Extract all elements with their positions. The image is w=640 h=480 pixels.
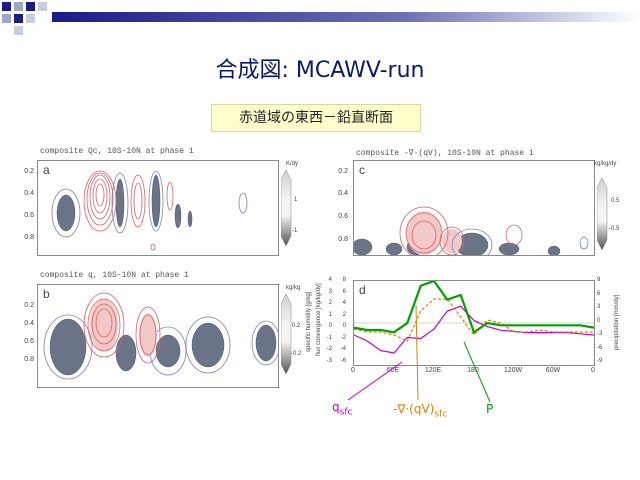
panel-c-ytick: 0.4 [338,190,348,197]
slide-title: 合成図: MCAWV-run [215,58,425,83]
y-tick-label: 3 [597,304,601,310]
header-bar [52,12,640,22]
panel-c-plot: c [353,160,595,256]
panel-c-colorbar [597,178,611,250]
y-tick-label: 4 [328,277,332,283]
panel-a-ytick: 0.4 [24,190,34,197]
annotation-pointers [347,304,491,403]
y-tick-label: -9 [597,358,603,364]
header-decoration [0,0,640,40]
x-tick-label: 60E [386,367,400,374]
y-tick-label: -6 [597,344,603,351]
annotation-q-sfc-base: q [332,400,340,414]
y-tick-label: 2 [342,311,346,318]
y-tick-label: -2 [326,346,332,352]
panel-b-ytick: 0.6 [24,338,34,345]
panel-d-line-chart [354,281,594,354]
y-tick-label: 1 [328,311,332,318]
annotation-flux-base: -∇·(qV) [393,402,435,416]
series-line-2 [354,305,594,354]
annotation-q-sfc-sub: sfc [339,407,353,418]
y-tick-label: 9 [597,277,601,283]
panel-a-title: composite Qc, 10S-10N at phase 1 [40,147,194,156]
panel-b-title: composite q, 10S-10N at phase 1 [40,271,189,280]
panel-b-cbar-tick: -0.2 [291,351,302,357]
panel-a-ytick: 0.2 [24,168,34,175]
panel-b-unit: kg/kg [286,285,301,291]
y-tick-label: 4 [342,300,346,306]
panel-d-letter: d [359,283,366,297]
y-tick-label: 0 [342,323,346,329]
x-tick-label: 180 [467,367,479,374]
panel-b-letter: b [43,287,50,301]
x-tick-label: 120E [424,367,442,374]
y-tick-label: 0 [328,323,332,329]
panel-a-unit: K/dy [286,161,299,167]
panel-c-title: composite -∇·(qV), 10S-10N at phase 1 [356,149,534,158]
panel-c-ytick: 0.6 [338,213,348,220]
panel-a-cbar-tick: 1 [294,197,298,203]
x-tick-label: 0 [351,367,355,374]
panel-c-ytick: 0.2 [338,168,348,175]
panel-c-contours [354,206,589,255]
panel-b-contours [43,292,278,380]
series-line-1 [354,298,594,342]
panel-b-cbar-tick: 0.2 [292,323,301,329]
panel-d-plot: d [353,280,595,366]
annotation-flux: -∇·(qV)sfc [393,402,447,419]
panel-a-colorbar [281,170,295,246]
series-line-0 [354,281,594,335]
panel-b-colorbar [281,294,295,374]
y-tick-label: 6 [597,290,601,297]
panel-d-ylabel-right: precipitation [mm/dy] [614,294,620,350]
y-tick-label: 2 [328,300,332,306]
panel-c-unit: kg/kg/dy [594,161,617,167]
y-tick-label: -3 [597,331,603,337]
y-tick-label: -3 [326,357,332,364]
y-tick-label: 6 [342,288,346,295]
panel-a-letter: a [43,163,50,177]
annotation-flux-sub: sfc [434,409,448,420]
panel-a-ytick: 0.6 [24,212,34,219]
panel-c-cbar-tick: -0.5 [609,226,620,232]
panel-d-ylabel-1: specific humidity [g/kg] [306,291,312,352]
y-tick-label: -2 [340,334,346,341]
panel-b-plot: b [37,284,279,388]
annotation-p: P [486,402,494,416]
annotation-q-sfc: qsfc [332,400,352,417]
panel-b-ytick: 0.8 [24,356,34,363]
panel-a-plot: a [37,160,279,256]
panel-c-ytick: 0.8 [338,236,348,243]
panel-c-cbar-tick: 0.5 [611,198,620,204]
y-tick-label: 3 [328,288,332,295]
slide-subtitle: 赤道域の東西－鉛直断面 [211,104,421,132]
panel-b-ytick: 0.2 [24,302,34,309]
panel-a-cbar-tick: -1 [292,228,298,234]
y-tick-label: 8 [342,277,346,283]
y-tick-label: 0 [597,317,601,324]
x-tick-label: 60W [545,367,561,374]
panel-a-contours [51,170,248,251]
x-tick-label: 120W [503,367,523,374]
y-tick-label: -6 [340,357,346,364]
panel-a-ytick: 0.8 [24,234,34,241]
panel-c-letter: c [359,163,365,177]
y-tick-label: -4 [340,346,346,352]
y-tick-label: -1 [326,334,332,341]
x-tick-label: 0 [591,367,595,374]
panel-b-ytick: 0.4 [24,320,34,327]
